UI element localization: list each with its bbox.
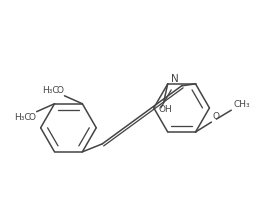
Text: O: O <box>29 113 36 122</box>
Text: H₃C: H₃C <box>42 86 59 95</box>
Text: H₃C: H₃C <box>14 113 31 122</box>
Text: N: N <box>171 74 179 84</box>
Text: O: O <box>212 112 219 121</box>
Text: CH₃: CH₃ <box>233 100 250 109</box>
Text: OH: OH <box>159 105 172 114</box>
Text: O: O <box>56 86 63 95</box>
